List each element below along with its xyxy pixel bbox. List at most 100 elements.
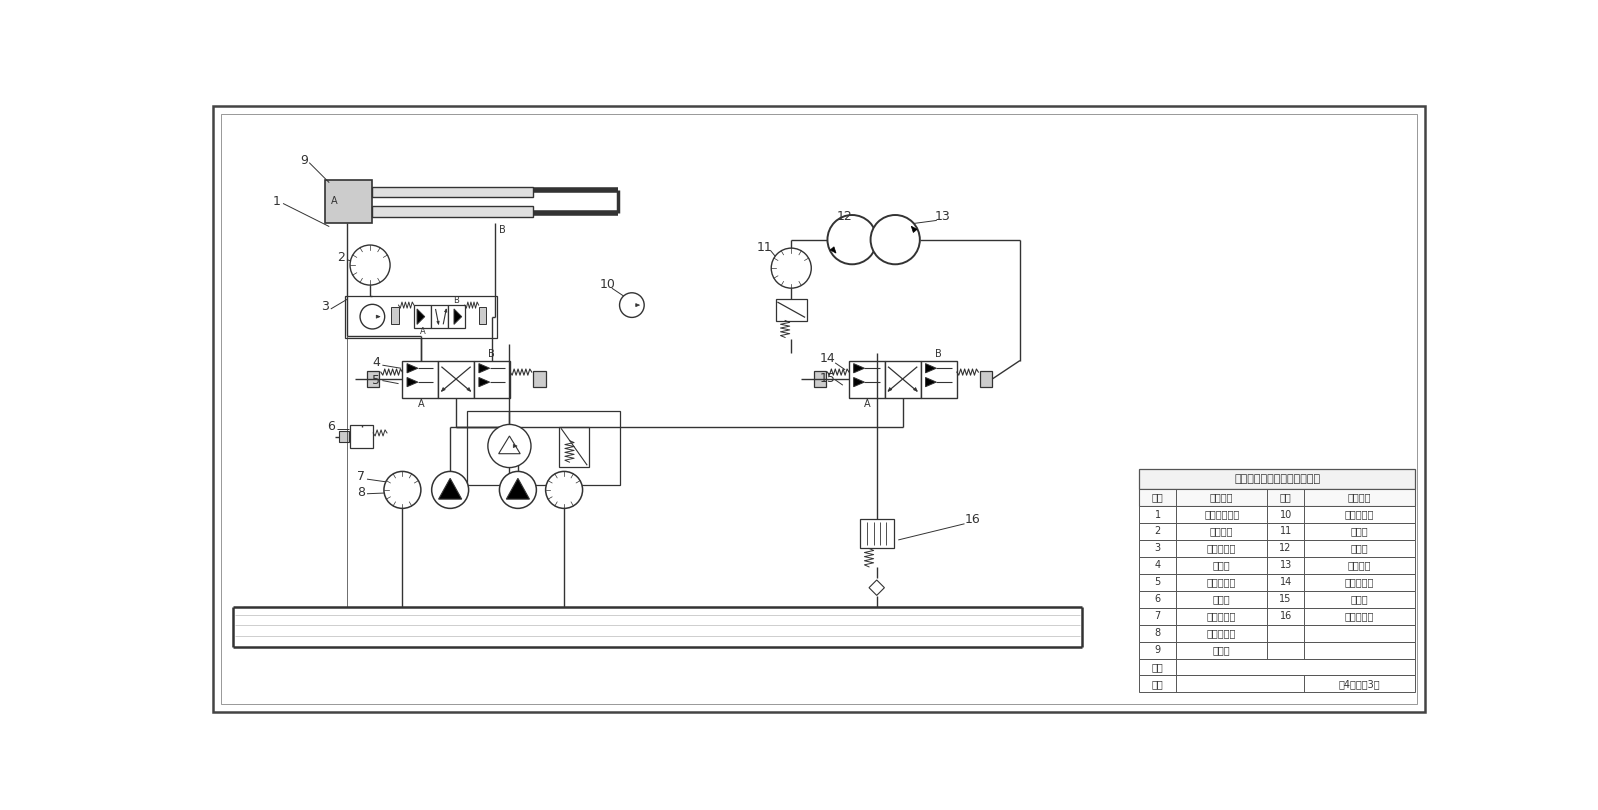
Text: 序号: 序号 [1280, 492, 1291, 502]
Circle shape [545, 471, 583, 509]
Bar [475, 360, 510, 398]
Bar [777, 299, 807, 321]
Text: 12: 12 [1280, 544, 1291, 553]
Bar [1139, 676, 1414, 693]
Polygon shape [914, 387, 917, 391]
Bar [920, 360, 957, 398]
Bar [1139, 540, 1414, 557]
Text: 序号: 序号 [1152, 492, 1163, 502]
Text: A: A [331, 196, 337, 207]
Text: 4: 4 [1155, 561, 1160, 570]
Text: 柱塞泵电机: 柱塞泵电机 [1206, 628, 1237, 638]
Text: A: A [420, 326, 425, 336]
Polygon shape [636, 304, 639, 307]
Text: 2: 2 [337, 251, 345, 264]
Polygon shape [853, 377, 865, 386]
Polygon shape [454, 309, 462, 324]
Text: 电磁球阀: 电磁球阀 [1210, 526, 1234, 536]
Text: 电磁换向阀: 电磁换向阀 [1346, 578, 1374, 587]
Text: 5: 5 [372, 374, 380, 387]
Text: 电磁换向阀: 电磁换向阀 [1206, 544, 1237, 553]
Text: 16: 16 [1280, 612, 1291, 621]
Polygon shape [911, 226, 917, 232]
Circle shape [828, 215, 877, 264]
Polygon shape [438, 479, 462, 499]
Bar [1139, 590, 1414, 608]
Bar [1139, 506, 1414, 523]
Text: B: B [499, 225, 507, 236]
Bar [392, 308, 398, 324]
Text: 元件名称: 元件名称 [1347, 492, 1371, 502]
Bar [1139, 489, 1414, 506]
Text: 先控点压力表: 先控点压力表 [1203, 509, 1240, 519]
Text: 安全溢流阀: 安全溢流阀 [1206, 578, 1237, 587]
Bar [467, 411, 620, 484]
Text: B: B [454, 296, 459, 305]
Circle shape [431, 471, 468, 509]
Text: 压力表: 压力表 [1350, 526, 1368, 536]
Polygon shape [507, 479, 529, 499]
Bar [1139, 573, 1414, 590]
Polygon shape [853, 364, 865, 373]
Text: 6: 6 [1155, 595, 1160, 604]
Bar [860, 519, 893, 548]
Polygon shape [407, 377, 417, 386]
Circle shape [487, 424, 531, 467]
Text: A: A [865, 399, 871, 409]
Text: 1: 1 [273, 194, 281, 207]
Text: 9: 9 [300, 154, 308, 167]
Bar [1139, 659, 1414, 676]
Text: 元件名称: 元件名称 [1210, 492, 1234, 502]
Polygon shape [444, 309, 447, 312]
Text: 液压缸: 液压缸 [1213, 645, 1230, 655]
Text: 15: 15 [1280, 595, 1291, 604]
Bar [1139, 642, 1414, 659]
Bar [403, 360, 438, 398]
Text: 7: 7 [356, 470, 364, 483]
Text: 13: 13 [1280, 561, 1291, 570]
Bar [438, 360, 475, 398]
Bar [534, 371, 545, 386]
Text: 10: 10 [1280, 509, 1291, 519]
Bar [414, 305, 431, 328]
Polygon shape [925, 377, 936, 386]
Text: 姓名: 姓名 [1152, 662, 1163, 672]
Text: 11: 11 [756, 241, 772, 254]
Bar [368, 371, 379, 386]
Text: B: B [489, 349, 495, 360]
Polygon shape [441, 387, 446, 391]
Circle shape [360, 305, 385, 329]
Bar [350, 425, 374, 448]
Text: 14: 14 [820, 352, 836, 365]
Text: 3: 3 [1155, 544, 1160, 553]
Text: 3: 3 [321, 301, 329, 313]
Text: 14: 14 [1280, 578, 1291, 587]
Text: 11: 11 [1280, 526, 1291, 536]
Circle shape [871, 215, 920, 264]
Text: 单向阀: 单向阀 [1213, 595, 1230, 604]
Bar [980, 371, 992, 386]
Bar [447, 305, 465, 328]
Polygon shape [479, 364, 489, 373]
Polygon shape [467, 387, 471, 391]
Polygon shape [479, 377, 489, 386]
Text: 5: 5 [1155, 578, 1160, 587]
Bar [1139, 557, 1414, 573]
Circle shape [384, 471, 420, 509]
Bar [1139, 608, 1414, 625]
Circle shape [620, 292, 644, 318]
Text: 8: 8 [1155, 628, 1160, 638]
Text: 板框式压滤机液压系统原理图: 板框式压滤机液压系统原理图 [1234, 474, 1320, 484]
Text: 回油滤清器: 回油滤清器 [1346, 612, 1374, 621]
Text: 6: 6 [328, 420, 334, 433]
Bar [1139, 469, 1414, 489]
Bar [372, 206, 534, 216]
Polygon shape [417, 309, 425, 324]
Text: 顺序阀: 顺序阀 [1213, 561, 1230, 570]
Text: 12: 12 [836, 210, 852, 223]
Text: 10: 10 [599, 278, 615, 291]
Polygon shape [376, 315, 380, 318]
Text: 4: 4 [372, 356, 380, 369]
Circle shape [772, 248, 812, 288]
Polygon shape [436, 321, 439, 324]
